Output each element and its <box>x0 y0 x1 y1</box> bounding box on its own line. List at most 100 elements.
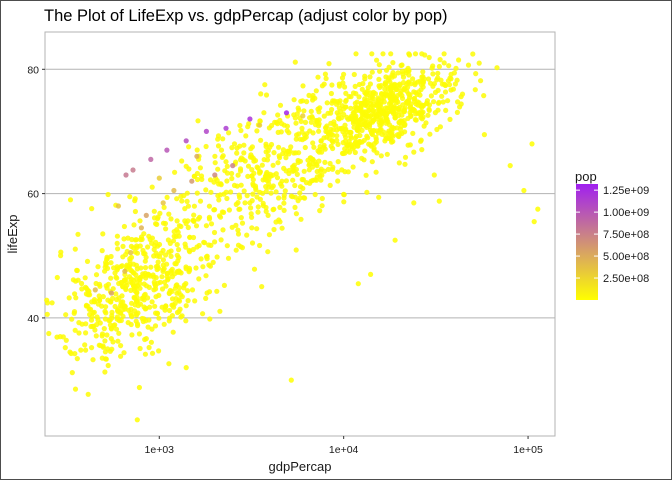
data-point <box>183 138 189 144</box>
data-point <box>83 330 89 336</box>
data-point <box>175 269 181 275</box>
data-point <box>352 100 358 106</box>
data-point <box>186 247 192 253</box>
data-point <box>142 265 149 271</box>
data-point <box>355 281 361 287</box>
data-point <box>134 312 140 318</box>
data-point <box>189 178 195 184</box>
data-point <box>334 99 340 105</box>
data-point <box>159 274 165 280</box>
data-point <box>445 98 451 104</box>
data-point <box>223 125 229 131</box>
data-point <box>186 144 192 150</box>
data-point <box>174 309 181 316</box>
data-point <box>450 86 456 92</box>
data-point <box>139 236 145 242</box>
data-point <box>265 212 271 218</box>
data-point <box>458 94 464 100</box>
data-point <box>254 164 260 170</box>
data-point <box>302 144 308 151</box>
data-point <box>193 265 199 271</box>
data-point <box>323 75 329 82</box>
data-point <box>100 231 106 237</box>
data-point <box>206 203 212 209</box>
data-point <box>390 138 396 144</box>
data-point <box>306 92 312 98</box>
data-point <box>395 99 401 105</box>
data-point <box>212 172 218 178</box>
data-point <box>352 149 358 156</box>
data-point <box>300 113 306 119</box>
data-point <box>123 251 129 258</box>
data-point <box>222 168 228 174</box>
data-point <box>185 224 191 231</box>
data-point <box>399 112 405 118</box>
data-point <box>362 148 368 154</box>
data-point <box>91 297 98 303</box>
data-point <box>102 316 108 322</box>
data-point <box>218 237 224 243</box>
data-point <box>529 141 535 147</box>
data-point <box>63 337 69 343</box>
data-point <box>208 189 214 195</box>
data-point <box>114 296 120 303</box>
data-point <box>293 150 299 156</box>
data-point <box>101 326 107 332</box>
data-point <box>322 159 328 165</box>
data-point <box>74 356 80 362</box>
data-point <box>89 345 95 351</box>
data-point <box>127 258 133 264</box>
data-point <box>335 178 341 184</box>
data-point <box>406 51 412 57</box>
data-point <box>210 259 216 265</box>
data-point <box>333 123 339 129</box>
data-point <box>341 199 347 205</box>
data-point <box>183 365 189 371</box>
data-point <box>383 74 389 80</box>
data-point <box>164 147 170 153</box>
data-point <box>179 294 185 300</box>
data-point <box>135 323 141 329</box>
data-point <box>255 204 261 210</box>
data-point <box>127 194 133 200</box>
data-point <box>138 265 144 271</box>
data-point <box>318 177 324 183</box>
data-point <box>259 284 265 290</box>
data-point <box>185 288 191 294</box>
data-point <box>122 268 128 274</box>
data-point <box>174 196 180 202</box>
data-point <box>112 270 118 276</box>
data-point <box>389 124 396 130</box>
data-point <box>63 312 69 318</box>
data-point <box>156 315 162 321</box>
data-point <box>136 331 142 337</box>
data-point <box>261 110 267 116</box>
data-point <box>325 110 331 116</box>
data-point <box>103 304 109 310</box>
data-point <box>321 135 327 141</box>
data-point <box>231 141 238 147</box>
data-point <box>343 104 349 110</box>
data-point <box>145 295 151 301</box>
data-point <box>104 285 110 291</box>
data-point <box>478 78 484 84</box>
data-point <box>373 136 379 142</box>
data-point <box>437 124 443 130</box>
data-point <box>275 112 281 118</box>
data-point <box>121 223 127 230</box>
data-point <box>359 127 365 133</box>
data-point <box>395 70 401 76</box>
data-point <box>402 154 409 160</box>
data-point <box>207 263 213 269</box>
data-point <box>134 250 140 256</box>
data-point <box>300 83 306 89</box>
data-point <box>406 91 412 97</box>
data-point <box>105 362 111 369</box>
data-point <box>111 265 117 271</box>
data-point <box>112 322 118 328</box>
data-point <box>336 105 342 111</box>
data-point <box>377 68 383 74</box>
data-point <box>374 150 380 156</box>
data-point <box>149 299 155 305</box>
data-point <box>132 308 138 314</box>
